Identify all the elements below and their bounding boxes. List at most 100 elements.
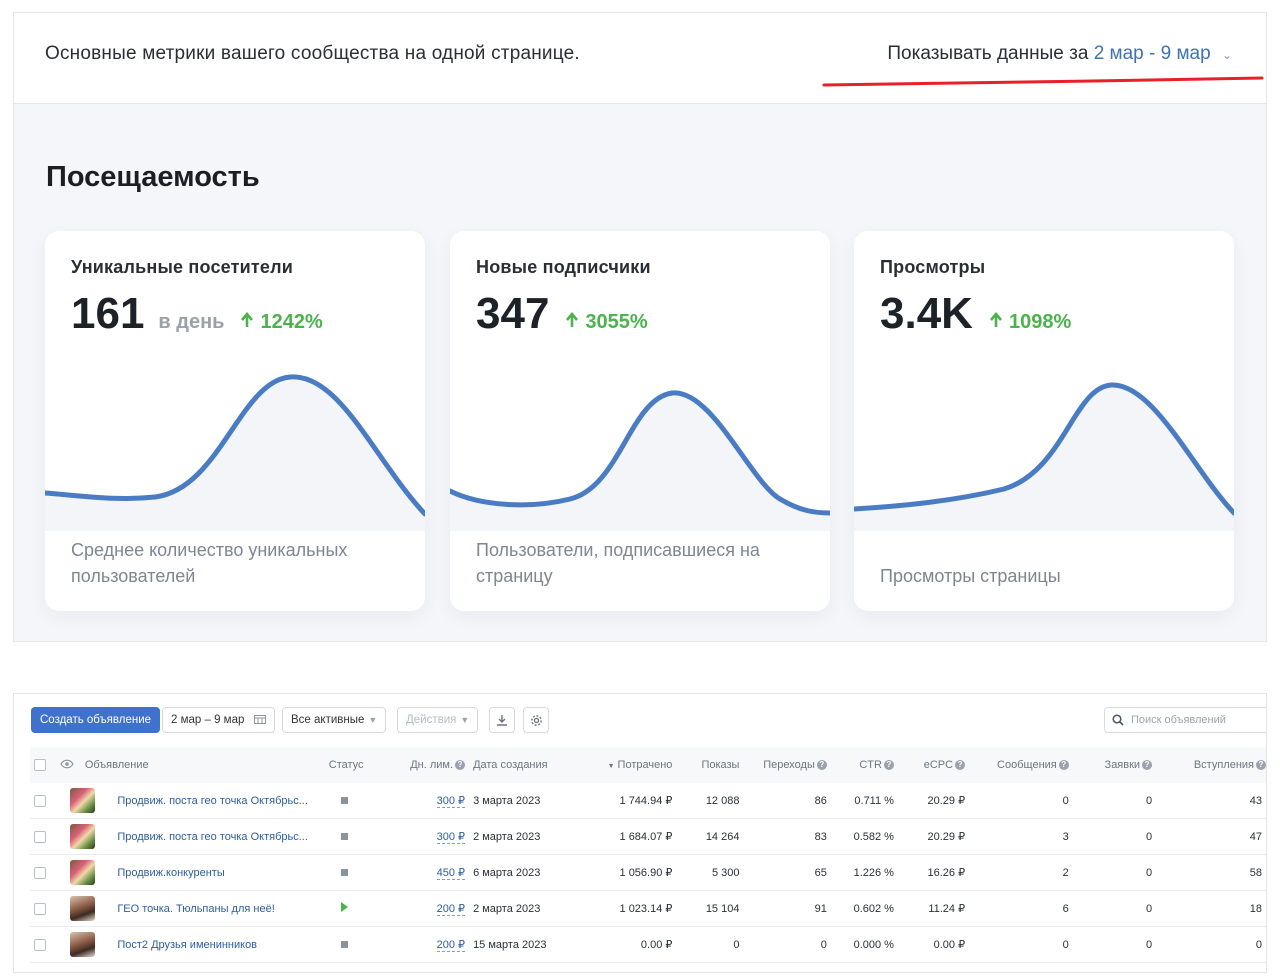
ad-joins-cell: 58	[1156, 854, 1266, 891]
column-header-status[interactable]: Статус	[324, 747, 396, 783]
ad-thumbnail[interactable]	[70, 896, 96, 921]
search-box[interactable]	[1104, 707, 1266, 733]
ad-thumbnail[interactable]	[70, 932, 96, 957]
row-checkbox[interactable]	[34, 866, 46, 879]
ad-joins-cell: 18	[1156, 890, 1266, 927]
period-selector[interactable]: Показывать данные за 2 мар - 9 мар ⌄	[887, 43, 1232, 65]
column-header-requests[interactable]: Заявки?	[1072, 747, 1157, 783]
select-all-checkbox[interactable]	[34, 759, 46, 772]
ad-ecpc-cell: 20.29 ₽	[897, 783, 970, 819]
ad-name-link[interactable]: Продвиж.конкуренты	[117, 866, 225, 879]
card-description: Пользователи, подписавшиеся на страницу	[476, 540, 760, 586]
ad-ctr-cell: 1.226 %	[830, 854, 898, 891]
table-row[interactable]: Пост2 Друзья именинников 200 ₽15 марта 20…	[30, 926, 1266, 963]
daily-limit-link[interactable]: 300 ₽	[436, 831, 466, 844]
status-paused-icon	[340, 796, 348, 804]
column-header-clicks[interactable]: Переходы?	[743, 747, 831, 783]
ad-thumbnail[interactable]	[70, 860, 96, 885]
stat-card-views: Просмотры 3.4K 1098% Просмотры страницы	[854, 231, 1234, 611]
ad-thumbnail[interactable]	[70, 788, 96, 813]
column-header-ecpc[interactable]: eCPC?	[897, 747, 970, 783]
ad-joins-cell: 43	[1156, 783, 1266, 819]
ad-name-link[interactable]: Пост2 Друзья именинников	[117, 938, 258, 951]
ad-spent-cell: 1 056.90 ₽	[580, 854, 677, 891]
date-range-label: 2 мар – 9 мар	[171, 714, 245, 726]
ads-toolbar: Создать объявление 2 мар – 9 мар Все акт…	[14, 694, 1266, 744]
help-icon[interactable]: ?	[1142, 760, 1153, 770]
date-range-button[interactable]: 2 мар – 9 мар	[162, 707, 275, 733]
row-checkbox[interactable]	[34, 830, 46, 843]
table-row[interactable]: Продвиж. поста гео точка Октябрьс... 300 …	[30, 818, 1266, 855]
ad-name-link[interactable]: ГЕО точка. Тюльпаны для неё!	[117, 902, 275, 915]
trend-chart	[854, 382, 1234, 531]
ad-name-link[interactable]: Продвиж. поста гео точка Октябрьс...	[117, 794, 308, 807]
eye-icon[interactable]	[60, 759, 75, 769]
card-delta-value: 1098%	[1008, 311, 1072, 333]
ad-name-cell: Продвиж. поста гео точка Октябрьс...	[113, 818, 325, 855]
ad-impressions-cell: 5 300	[676, 854, 744, 891]
column-daily-limit-label: Дн. лим.	[410, 759, 454, 771]
daily-limit-link[interactable]: 200 ₽	[436, 939, 466, 952]
trend-chart	[450, 390, 830, 531]
row-select-cell	[30, 854, 57, 891]
daily-limit-link[interactable]: 200 ₽	[436, 903, 466, 916]
help-icon[interactable]: ?	[1256, 760, 1266, 770]
actions-dropdown[interactable]: Действия ▼	[397, 707, 479, 733]
help-icon[interactable]: ?	[955, 760, 966, 770]
ad-spent-cell: 1 744.94 ₽	[580, 783, 677, 819]
search-input[interactable]	[1131, 708, 1266, 732]
table-row[interactable]: Продвиж. поста гео точка Октябрьс... 300 …	[30, 783, 1266, 819]
red-underline-annotation	[822, 76, 1264, 87]
stat-card-unique-visitors: Уникальные посетители 161 в день 1242% С…	[45, 231, 425, 611]
column-header-ctr[interactable]: CTR?	[830, 747, 898, 783]
table-row[interactable]: ГЕО точка. Тюльпаны для неё! 200 ₽2 марта…	[30, 890, 1266, 927]
table-header-row: Объявление Статус Дн. лим.? Дата создани…	[30, 747, 1266, 783]
ad-name-link[interactable]: Продвиж. поста гео точка Октябрьс...	[117, 830, 308, 843]
ad-messages-cell: 6	[969, 890, 1073, 927]
ad-ecpc-cell: 16.26 ₽	[897, 854, 970, 891]
column-header-daily-limit[interactable]: Дн. лим.?	[395, 747, 470, 783]
card-value-row: 347 3055%	[476, 289, 648, 339]
ad-requests-cell: 0	[1072, 854, 1157, 891]
row-checkbox[interactable]	[34, 938, 46, 951]
ad-status-cell	[324, 818, 396, 855]
ad-ctr-cell: 0.000 %	[830, 926, 898, 963]
help-icon[interactable]: ?	[1058, 760, 1069, 770]
ad-thumbnail[interactable]	[70, 824, 96, 849]
column-header-created[interactable]: Дата создания	[469, 747, 581, 783]
community-stats-panel: Основные метрики вашего сообщества на од…	[13, 12, 1267, 642]
table-row[interactable]: Продвиж.конкуренты 450 ₽6 марта 2023 1 056…	[30, 854, 1266, 891]
column-created-label: Дата создания	[473, 759, 548, 771]
column-header-ad[interactable]: Объявление	[80, 747, 325, 783]
create-ad-button[interactable]: Создать объявление	[31, 707, 161, 733]
card-title: Новые подписчики	[476, 257, 651, 277]
row-select-cell	[30, 926, 57, 963]
ad-spent-cell: 1 023.14 ₽	[580, 890, 677, 927]
ad-clicks-cell: 83	[743, 818, 831, 855]
status-filter-dropdown[interactable]: Все активные ▼	[282, 707, 387, 733]
daily-limit-link[interactable]: 450 ₽	[436, 867, 466, 880]
card-value: 347	[476, 289, 550, 338]
column-header-spent[interactable]: ▼ Потрачено	[580, 747, 677, 783]
ad-impressions-cell: 14 264	[676, 818, 744, 855]
daily-limit-link[interactable]: 300 ₽	[436, 795, 466, 808]
column-header-impressions[interactable]: Показы	[676, 747, 744, 783]
ad-limit-cell: 200 ₽	[395, 926, 470, 963]
column-header-joins[interactable]: Вступления?	[1156, 747, 1266, 783]
ad-ctr-cell: 0.602 %	[830, 890, 898, 927]
column-header-messages[interactable]: Сообщения?	[969, 747, 1073, 783]
row-checkbox[interactable]	[34, 794, 46, 807]
download-button[interactable]	[489, 707, 515, 733]
ad-ecpc-cell: 11.24 ₽	[897, 890, 970, 927]
settings-button[interactable]	[523, 707, 549, 733]
ad-name-cell: ГЕО точка. Тюльпаны для неё!	[113, 890, 325, 927]
ad-messages-cell: 3	[969, 818, 1073, 855]
period-range[interactable]: 2 мар - 9 мар	[1093, 43, 1211, 64]
status-active-icon	[340, 902, 348, 912]
help-icon[interactable]: ?	[816, 760, 827, 770]
help-icon[interactable]: ?	[455, 760, 466, 770]
card-delta: 1242%	[240, 311, 323, 334]
column-impressions-label: Показы	[701, 759, 740, 771]
row-checkbox[interactable]	[34, 902, 46, 915]
help-icon[interactable]: ?	[883, 760, 894, 770]
